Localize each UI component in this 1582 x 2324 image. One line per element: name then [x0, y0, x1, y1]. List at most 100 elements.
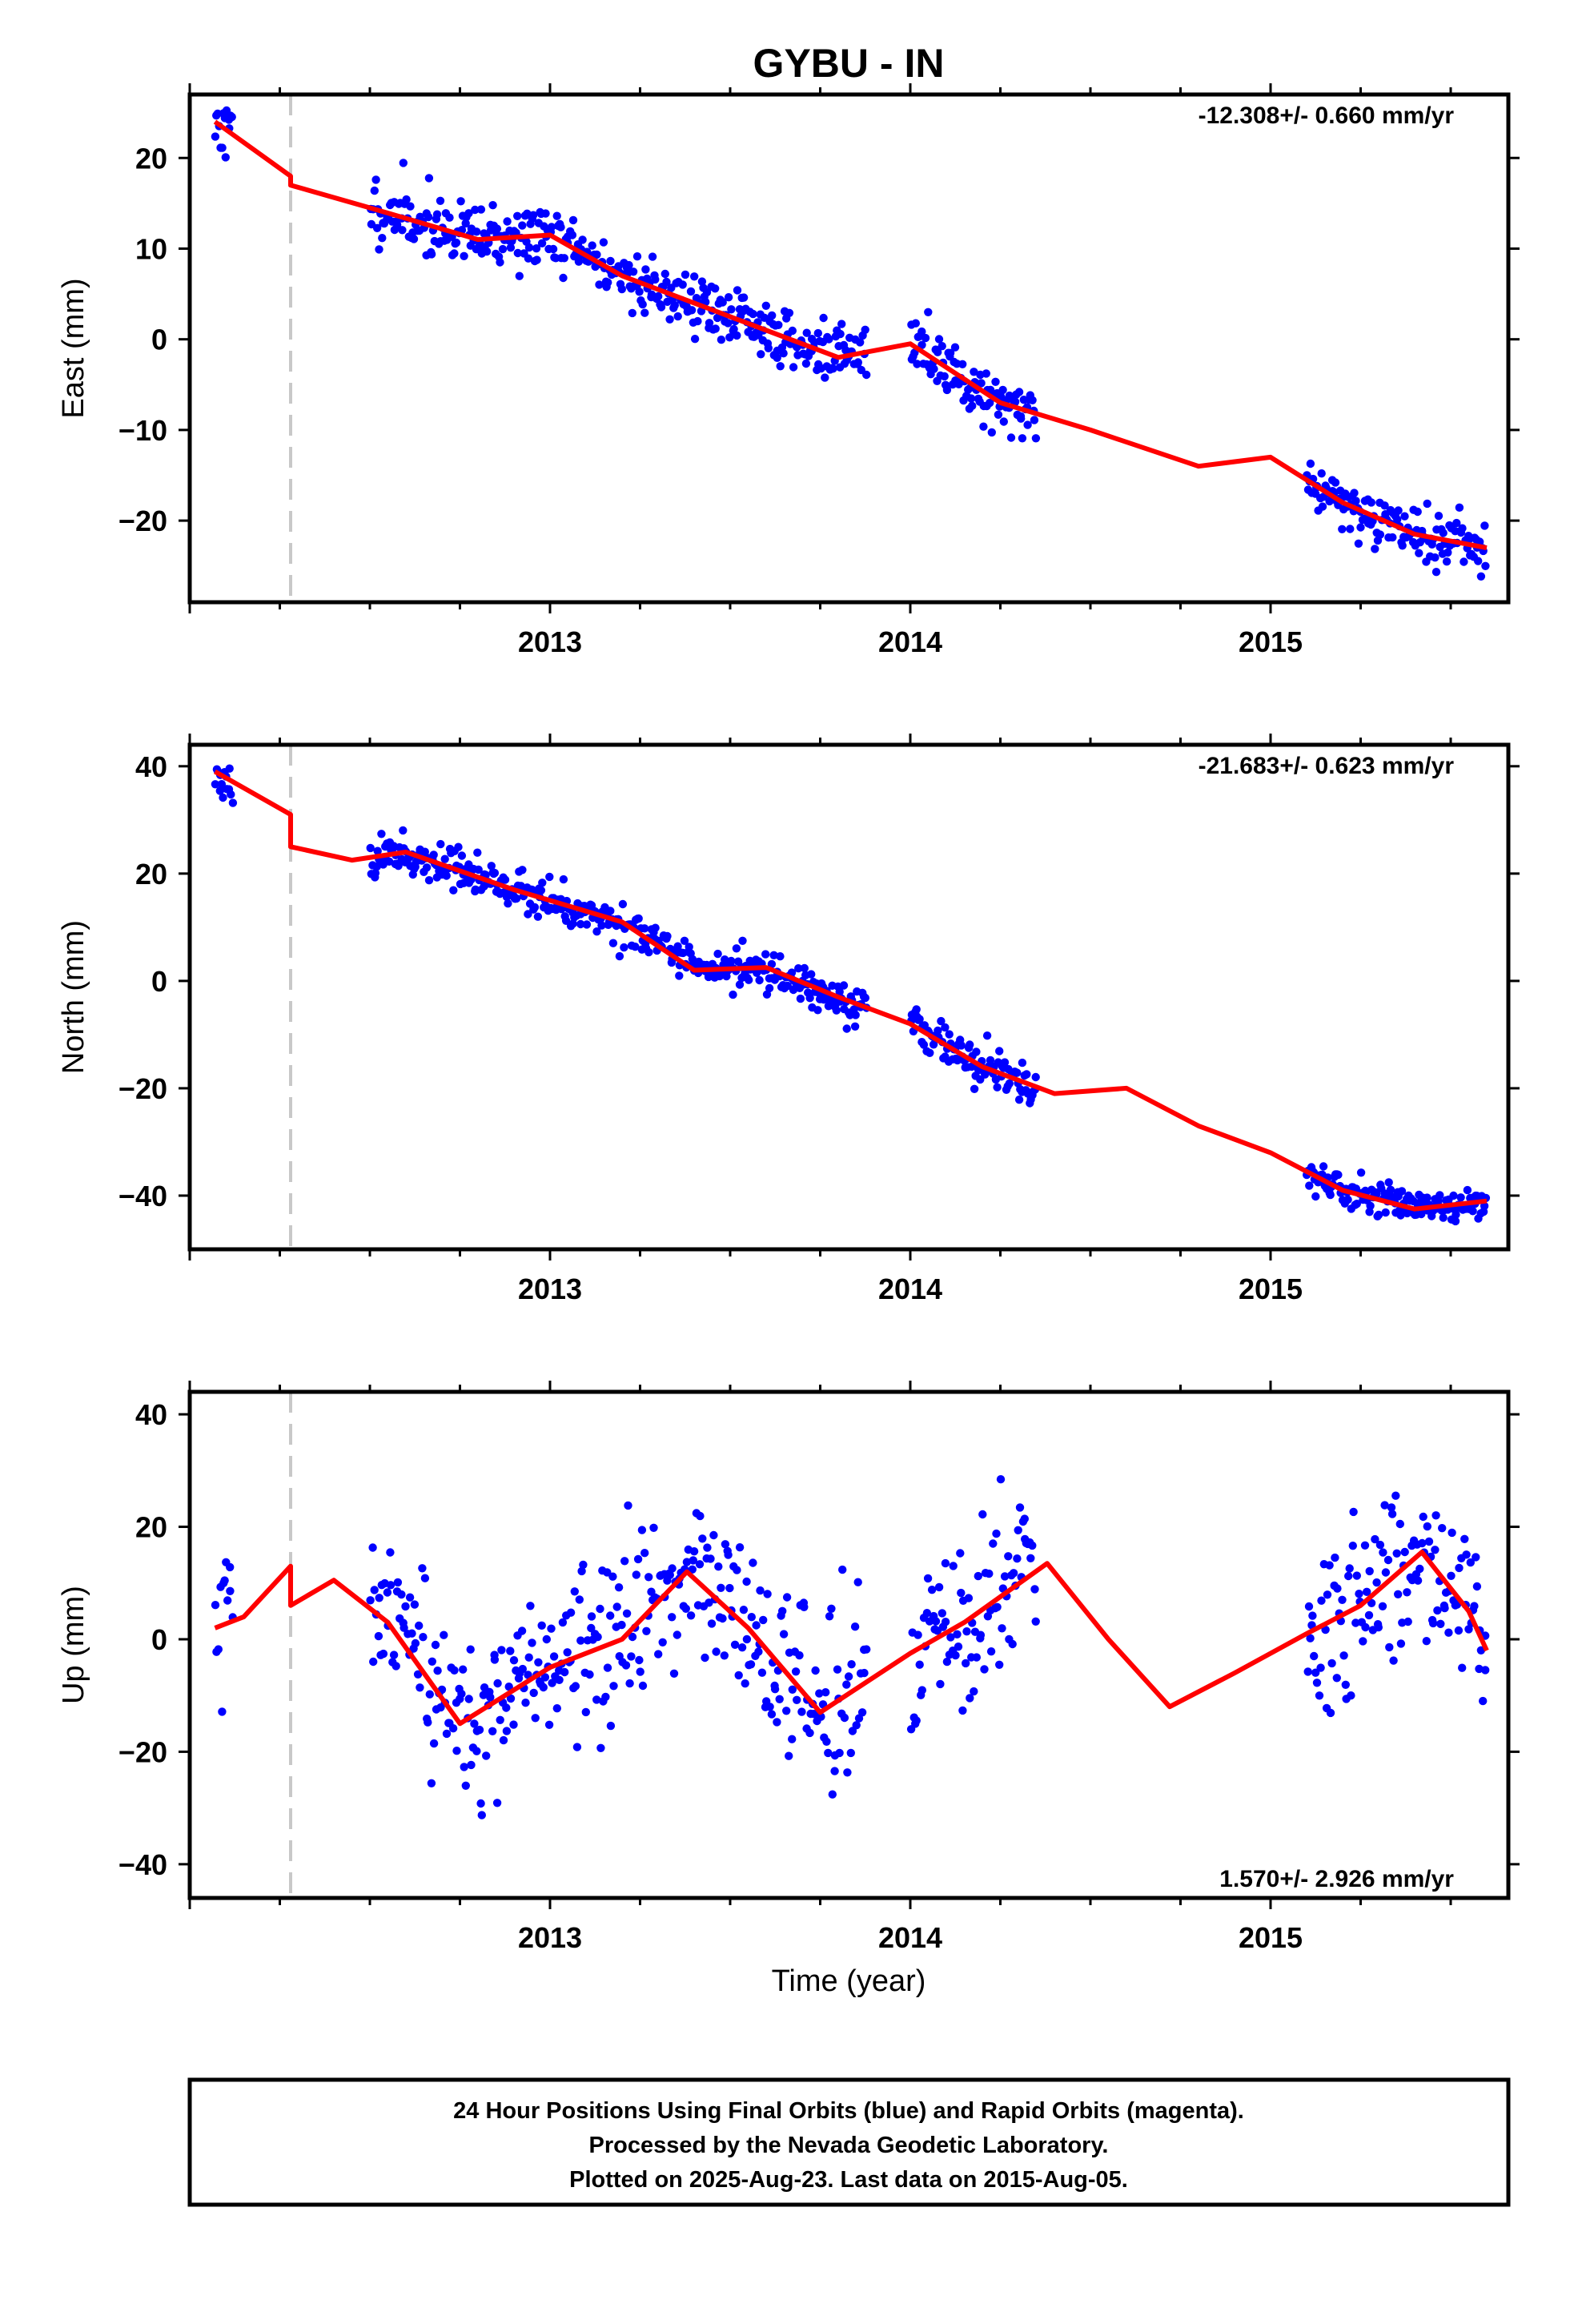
- data-point: [1332, 1674, 1342, 1683]
- data-point: [571, 1682, 580, 1691]
- data-point: [1355, 1590, 1363, 1598]
- data-point: [603, 1568, 612, 1577]
- data-point: [391, 1662, 400, 1671]
- data-point: [827, 1604, 836, 1614]
- data-point: [559, 875, 568, 884]
- data-point: [459, 1665, 468, 1674]
- data-point: [668, 1564, 677, 1573]
- data-point: [497, 1646, 506, 1655]
- data-point: [1308, 1611, 1317, 1620]
- data-point: [717, 1583, 725, 1593]
- data-point: [631, 943, 640, 951]
- data-point: [1306, 1634, 1315, 1642]
- data-point: [1374, 1622, 1383, 1632]
- east-panel: 2013 2014 2015 −20 −10 0 10 20 East (mm) -12.308+…: [57, 83, 1520, 658]
- y-tick-label: 10: [135, 232, 167, 265]
- data-point: [689, 1547, 699, 1556]
- data-point: [226, 1586, 235, 1596]
- data-point: [1014, 1096, 1024, 1104]
- data-point: [779, 1630, 789, 1638]
- data-point: [742, 1577, 751, 1586]
- data-point: [424, 876, 434, 885]
- data-point: [496, 258, 504, 267]
- data-point: [518, 1664, 527, 1674]
- data-point: [673, 942, 682, 951]
- data-point: [970, 1687, 978, 1696]
- data-point: [741, 1679, 749, 1688]
- data-point: [706, 1554, 715, 1563]
- data-point: [828, 1790, 837, 1799]
- data-point: [560, 1667, 569, 1677]
- data-point: [729, 324, 738, 334]
- data-point: [372, 223, 382, 232]
- data-point: [549, 1652, 559, 1661]
- east-rate-label: -12.308+/- 0.660 mm/yr: [1199, 103, 1455, 129]
- data-point: [461, 1781, 470, 1790]
- data-point: [386, 1581, 396, 1590]
- up-points: [211, 1475, 1490, 1819]
- data-point: [1431, 1511, 1440, 1520]
- data-point: [698, 1534, 707, 1543]
- data-point: [931, 1617, 941, 1626]
- data-point: [1014, 388, 1024, 396]
- data-point: [1422, 1637, 1431, 1646]
- data-point: [570, 1587, 579, 1596]
- data-point: [1431, 568, 1441, 577]
- data-point: [633, 1554, 643, 1564]
- data-point: [618, 899, 628, 909]
- data-point: [693, 316, 702, 326]
- data-point: [732, 944, 741, 953]
- data-point: [688, 955, 697, 964]
- data-point: [1356, 523, 1365, 532]
- data-point: [405, 1593, 415, 1602]
- data-point: [1458, 1663, 1467, 1672]
- data-point: [1367, 1598, 1376, 1608]
- data-point: [486, 1693, 495, 1702]
- data-point: [962, 1627, 971, 1636]
- data-point: [509, 1656, 519, 1665]
- data-point: [502, 1703, 511, 1712]
- x-tick-label: 2015: [1239, 1273, 1303, 1305]
- data-point: [993, 1083, 1002, 1092]
- data-point: [993, 1602, 1002, 1612]
- y-tick-label: −40: [118, 1180, 167, 1212]
- data-point: [492, 224, 502, 233]
- data-point: [951, 1651, 960, 1660]
- data-point: [725, 333, 734, 342]
- data-point: [576, 919, 585, 929]
- north-y-axis-label: North (mm): [57, 920, 90, 1074]
- data-point: [957, 1588, 966, 1598]
- data-point: [980, 1665, 989, 1674]
- data-point: [911, 319, 921, 328]
- data-point: [436, 839, 445, 849]
- data-point: [1413, 507, 1422, 517]
- data-point: [991, 377, 1000, 386]
- data-point: [595, 280, 604, 289]
- data-point: [1439, 529, 1447, 537]
- data-point: [492, 1799, 502, 1807]
- north-rate-label: -21.683+/- 0.623 mm/yr: [1199, 753, 1455, 779]
- data-point: [219, 793, 227, 802]
- data-point: [524, 910, 532, 919]
- x-tick-label: 2014: [878, 1273, 942, 1305]
- data-point: [673, 312, 682, 321]
- data-point: [1311, 1192, 1320, 1201]
- data-point: [599, 238, 608, 247]
- data-point: [638, 300, 647, 309]
- data-point: [1424, 1537, 1434, 1546]
- data-point: [1381, 1568, 1391, 1577]
- data-point: [856, 338, 865, 347]
- data-point: [1350, 489, 1359, 497]
- data-point: [515, 271, 524, 280]
- data-point: [1388, 533, 1397, 542]
- data-point: [366, 843, 375, 853]
- data-point: [524, 254, 533, 263]
- data-point: [1394, 1590, 1403, 1599]
- data-point: [924, 308, 933, 316]
- data-point: [1303, 1667, 1312, 1676]
- data-point: [1367, 498, 1376, 507]
- data-point: [566, 1608, 576, 1617]
- data-point: [369, 1657, 378, 1667]
- data-point: [958, 1706, 967, 1715]
- data-point: [703, 1543, 712, 1552]
